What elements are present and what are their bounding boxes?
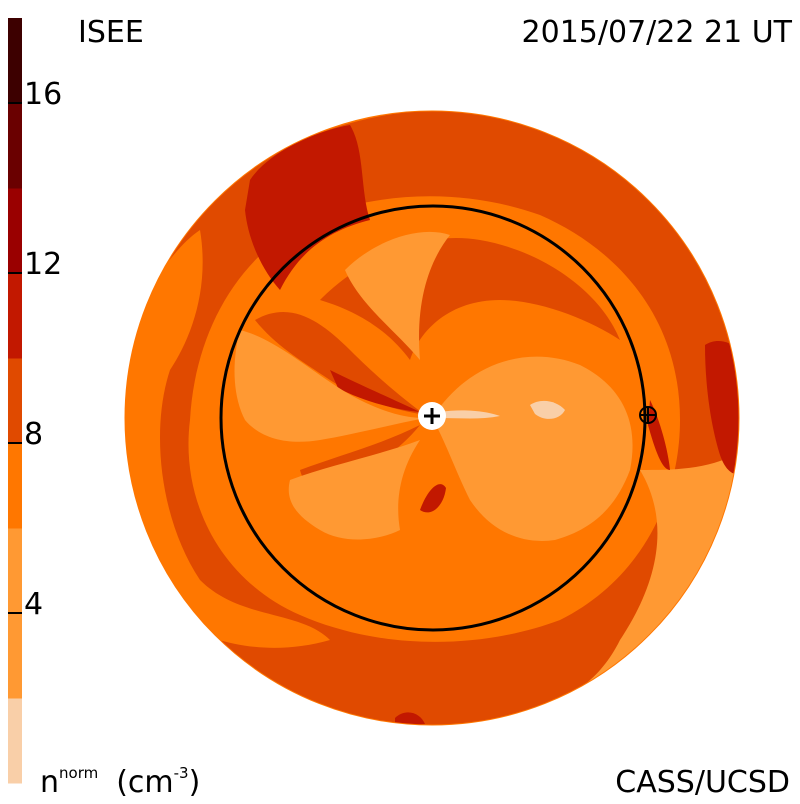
colorbar-tick-label-4: 4 xyxy=(24,587,43,622)
density-region-inner-dark-lower xyxy=(420,484,446,513)
quantity-symbol: n xyxy=(40,765,59,800)
unit-open: (cm xyxy=(116,765,173,800)
density-region-right-streak xyxy=(648,400,670,470)
colorbar-tick-label-16: 16 xyxy=(24,77,62,112)
density-region-central-light xyxy=(432,356,633,541)
colorbar-level-5 xyxy=(8,188,22,274)
source-label: ISEE xyxy=(78,15,144,50)
density-region-top-streak xyxy=(245,125,370,290)
density-region-inner-arm-left xyxy=(255,311,425,415)
density-region-right-feature xyxy=(705,341,739,474)
disc-edge xyxy=(124,110,740,726)
colorbar-tick-label-12: 12 xyxy=(24,247,62,282)
colorbar-level-0 xyxy=(8,698,22,784)
credit-label: CASS/UCSD xyxy=(615,765,790,800)
quantity-superscript: norm xyxy=(59,764,98,782)
density-region-top-light xyxy=(345,231,450,360)
colorbar-tick-label-8: 8 xyxy=(24,417,43,452)
density-region-left-lobe xyxy=(125,230,330,648)
density-region-sun-light-streak xyxy=(440,410,500,419)
timestamp-label: 2015/07/22 21 UT xyxy=(522,15,793,50)
colorbar-level-6 xyxy=(8,103,22,189)
density-region-inner-dark-left xyxy=(330,370,420,412)
density-region-bottom-light xyxy=(288,440,420,540)
density-region-left-light xyxy=(234,330,425,442)
colorbar-level-2 xyxy=(8,443,22,529)
unit-close: ) xyxy=(189,765,201,800)
colorbar-level-7 xyxy=(8,18,22,104)
density-region-light-blob xyxy=(530,400,565,419)
sun-marker xyxy=(418,402,446,430)
unit-exponent: -3 xyxy=(174,764,189,782)
earth-orbit-ring xyxy=(219,204,647,632)
colorbar-quantity-label: nnorm (cm-3) xyxy=(40,764,200,800)
colorbar xyxy=(8,18,22,784)
colorbar-level-4 xyxy=(8,273,22,359)
earth-marker xyxy=(639,406,657,424)
colorbar-level-3 xyxy=(8,358,22,444)
colorbar-ticks: 16 12 8 4 xyxy=(8,77,62,622)
